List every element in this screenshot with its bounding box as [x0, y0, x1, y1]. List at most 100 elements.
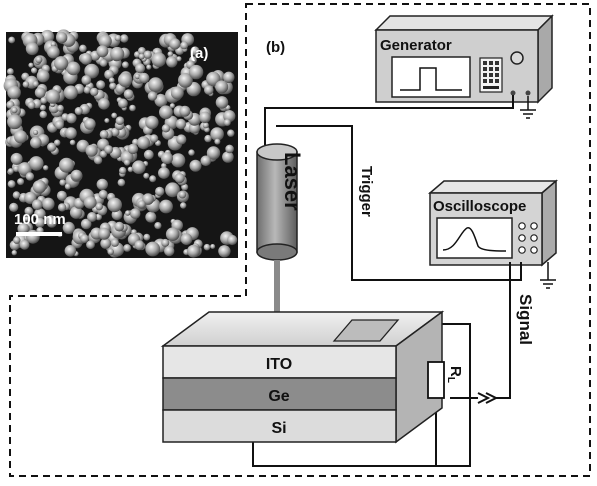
nanoparticle [47, 45, 60, 59]
nanoparticle [13, 165, 20, 172]
nanoparticle [179, 105, 191, 117]
nanoparticle [139, 72, 150, 84]
oscilloscope-label: Oscilloscope [433, 198, 526, 215]
nanoparticle [11, 250, 17, 256]
nanoparticle [100, 238, 112, 249]
keypad-key [495, 73, 499, 77]
laser-label: Laser [280, 152, 305, 211]
nanoparticle [98, 98, 110, 110]
nanoparticle [98, 34, 112, 48]
nanoparticle [34, 208, 46, 220]
nanoparticle [109, 82, 117, 90]
nanoparticle [171, 153, 186, 168]
generator-instrument: Generator [374, 14, 554, 104]
generator-ground-symbol [520, 96, 536, 119]
oscilloscope-knob [518, 246, 526, 254]
nanoparticle [96, 80, 106, 90]
nanoparticle [155, 186, 165, 197]
nanoparticle [223, 71, 235, 84]
keypad-keys [483, 61, 499, 89]
nanoparticle [35, 56, 43, 64]
nanoparticle [178, 73, 193, 88]
nanoparticle [143, 172, 150, 179]
oscilloscope-knob [530, 222, 538, 230]
nanoparticle [7, 114, 23, 130]
nanoparticle [119, 166, 127, 175]
nanoparticle [117, 178, 126, 187]
nanoparticle [123, 89, 134, 99]
nanoparticle [39, 110, 48, 119]
nanoparticle [98, 227, 111, 240]
nanoparticle [50, 41, 57, 47]
nanoparticle [188, 64, 204, 80]
resistor-subscript: L [445, 377, 456, 383]
keypad-key [489, 61, 493, 65]
nanoparticle [95, 213, 102, 221]
nanoparticle [123, 244, 132, 252]
nanoparticle [56, 190, 67, 201]
nanoparticle [147, 91, 158, 101]
nanoparticle [199, 111, 211, 124]
nanoparticle [123, 159, 131, 166]
nanoparticle [166, 56, 178, 68]
nanoparticle [86, 240, 95, 250]
nanoparticle [154, 94, 168, 107]
nanoparticle [7, 85, 21, 100]
nanoparticle [24, 206, 34, 216]
signal-connector [477, 392, 499, 404]
nanoparticle [74, 107, 83, 115]
nanoparticle [7, 168, 14, 175]
nanoparticle [56, 31, 68, 44]
nanoparticle [42, 197, 55, 211]
nanoparticle [30, 136, 42, 149]
laser-body [256, 151, 298, 253]
nanoparticle [223, 110, 236, 123]
nanoparticle [225, 144, 234, 154]
nanoparticle [118, 98, 128, 109]
nanoparticle [29, 156, 44, 171]
nanoparticle [93, 156, 103, 165]
nanoparticle [64, 183, 71, 190]
nanoparticle [149, 134, 159, 143]
nanoparticle [145, 115, 159, 130]
oscilloscope-top-face [427, 180, 559, 194]
nanoparticle [203, 243, 211, 251]
nanoparticle [188, 122, 201, 134]
nanoparticle [169, 103, 175, 109]
nanoparticle [80, 234, 89, 244]
nanoparticle [24, 216, 30, 222]
nanoparticle [57, 203, 67, 212]
laser-bottom-cap [256, 243, 298, 261]
nanoparticle [215, 80, 229, 94]
nanoparticle [135, 63, 146, 74]
nanoparticle [180, 202, 187, 209]
nanoparticle [83, 196, 97, 209]
nanoparticle [114, 221, 125, 232]
nanoparticle [90, 87, 99, 97]
nanoparticle [54, 56, 69, 71]
nanoparticle [206, 146, 221, 160]
nanoparticle [80, 52, 92, 65]
nanoparticle [175, 118, 187, 130]
nanoparticle [114, 34, 122, 42]
oscilloscope-ground-symbol [540, 262, 556, 289]
nanoparticle [107, 197, 122, 213]
nanoparticle [99, 59, 108, 67]
oscilloscope-instrument: Oscilloscope [427, 179, 559, 267]
laser-beam [274, 260, 280, 318]
oscilloscope-knob [518, 234, 526, 242]
nanoparticle [215, 96, 229, 109]
nanoparticle [200, 155, 212, 167]
nanoparticle [143, 233, 151, 241]
trigger-label: Trigger [358, 166, 375, 217]
nanoparticle [159, 199, 173, 214]
nanoparticle [145, 211, 157, 223]
nanoparticle [22, 81, 30, 88]
nanoparticle [190, 46, 200, 56]
nanoparticle [66, 61, 81, 76]
nanoparticle [79, 44, 87, 53]
nanoparticle [210, 244, 216, 249]
load-resistor: RL [427, 361, 464, 399]
nanoparticle [98, 189, 108, 200]
generator-output-jack [525, 90, 531, 96]
